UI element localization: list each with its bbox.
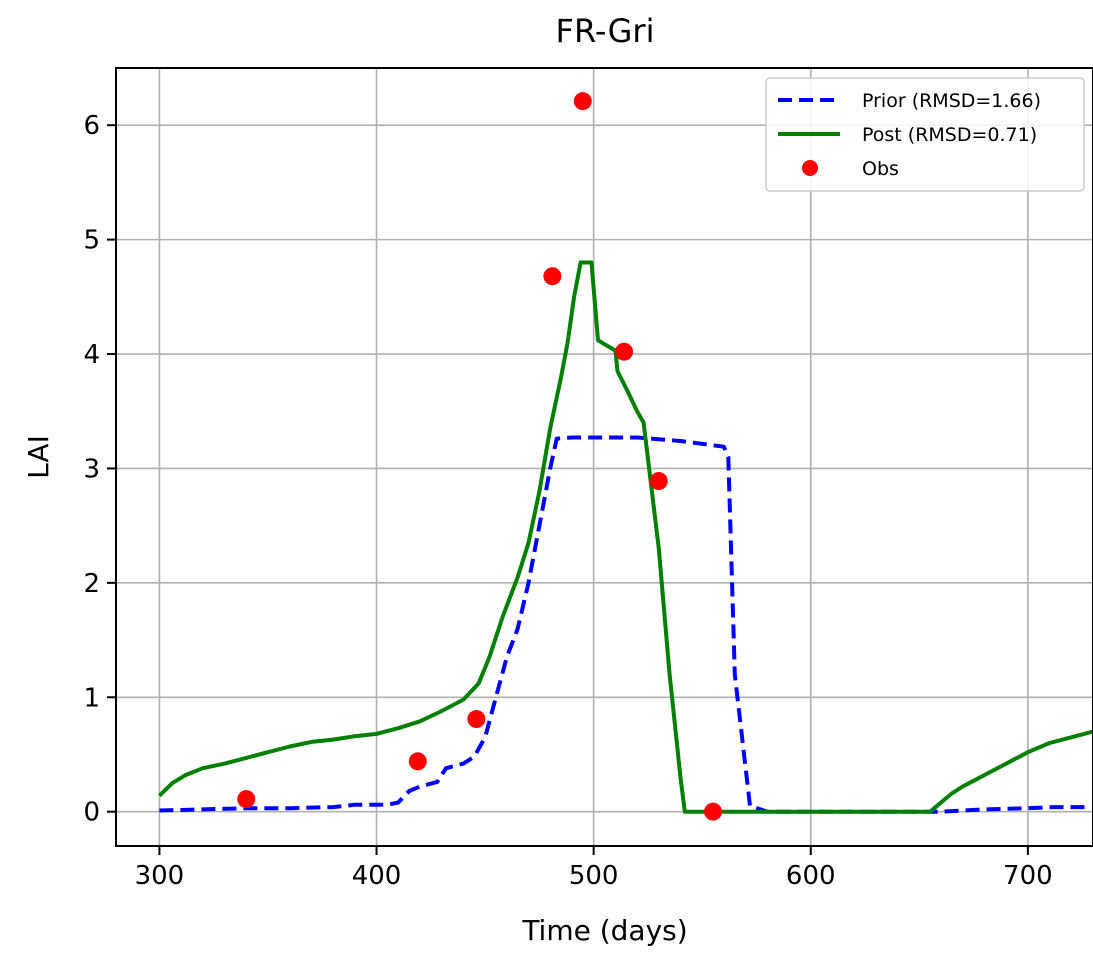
y-tick-label: 4	[83, 340, 100, 370]
x-tick-label: 700	[1003, 861, 1053, 891]
y-tick-label: 3	[83, 454, 100, 484]
x-axis-label: Time (days)	[521, 914, 687, 947]
y-axis-label: LAI	[22, 435, 55, 479]
legend-label-obs: Obs	[862, 158, 899, 180]
legend-swatch-obs	[802, 160, 818, 176]
x-tick-label: 300	[135, 861, 185, 891]
y-tick-label: 6	[83, 111, 100, 141]
legend-box	[765, 77, 1085, 192]
legend-label-prior: Prior (RMSD=1.66)	[862, 90, 1041, 112]
legend: Prior (RMSD=1.66) Post (RMSD=0.71) Obs	[765, 77, 1085, 192]
x-tick-label: 600	[786, 861, 836, 891]
grid-lines	[116, 68, 1093, 846]
x-tick-label: 500	[569, 861, 619, 891]
obs-point	[615, 342, 634, 361]
series-layer	[158, 92, 1093, 821]
obs-point	[649, 472, 668, 491]
y-tick-label: 2	[83, 569, 100, 599]
chart-title: FR-Gri	[556, 12, 655, 50]
axis-ticks: 300 400 500 600 700 0 1 2 3 4 5 6	[83, 111, 1052, 891]
obs-point	[408, 752, 427, 771]
legend-label-post: Post (RMSD=0.71)	[862, 124, 1037, 146]
x-tick-label: 400	[352, 861, 402, 891]
obs-point	[467, 710, 486, 729]
obs-point	[573, 92, 592, 111]
y-tick-label: 0	[83, 798, 100, 828]
plot-frame	[115, 67, 1093, 847]
obs-point	[704, 802, 723, 821]
obs-point	[543, 267, 562, 286]
y-tick-label: 5	[83, 226, 100, 256]
y-tick-label: 1	[83, 683, 100, 713]
post-line	[158, 260, 1093, 814]
obs-point	[237, 790, 256, 809]
